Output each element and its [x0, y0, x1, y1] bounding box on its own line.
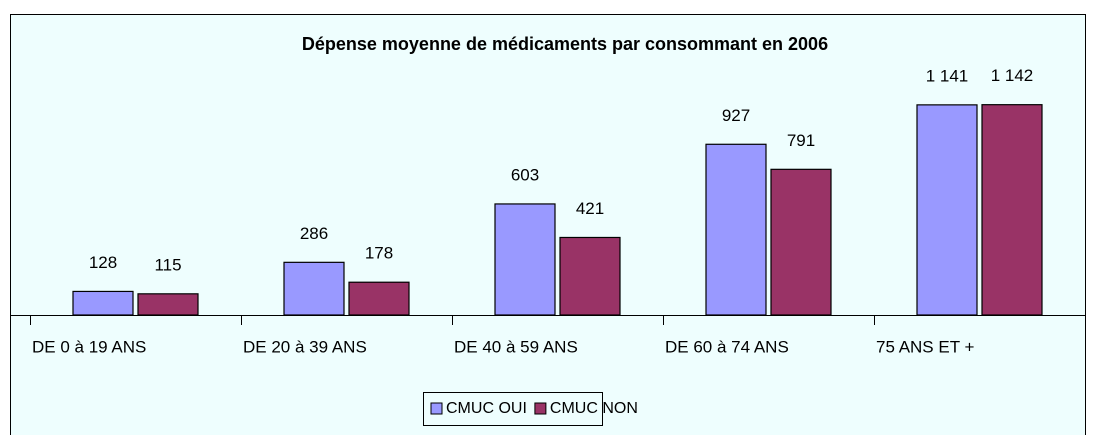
bar [981, 104, 1043, 316]
legend-label: CMUC NON [550, 400, 638, 417]
x-tick-label: 75 ANS ET + [876, 337, 975, 356]
legend-box [423, 392, 603, 426]
bar [494, 203, 556, 316]
data-label: 421 [576, 199, 604, 218]
chart-title: Dépense moyenne de médicaments par conso… [302, 34, 828, 54]
data-label: 1 142 [991, 66, 1034, 85]
legend-label: CMUC OUI [446, 400, 527, 417]
x-tick-label: DE 20 à 39 ANS [243, 337, 367, 356]
bar [72, 290, 134, 316]
data-label: 927 [722, 106, 750, 125]
legend-swatch [430, 402, 443, 415]
x-tick-label: DE 40 à 59 ANS [454, 337, 578, 356]
data-label: 286 [300, 224, 328, 243]
data-label: 603 [511, 165, 539, 184]
data-label: 128 [89, 253, 117, 272]
data-label: 1 141 [926, 66, 969, 85]
data-label: 178 [365, 244, 393, 263]
x-tick-label: DE 60 à 74 ANS [665, 337, 789, 356]
bar [559, 236, 621, 316]
data-label: 791 [787, 131, 815, 150]
data-label: 115 [154, 255, 181, 274]
bar [283, 261, 345, 316]
legend-swatch [534, 402, 547, 415]
bar [770, 168, 832, 316]
x-tick-label: DE 0 à 19 ANS [32, 337, 146, 356]
bar [348, 281, 410, 316]
bar [705, 143, 767, 316]
bar [916, 104, 978, 316]
bar [137, 293, 199, 316]
